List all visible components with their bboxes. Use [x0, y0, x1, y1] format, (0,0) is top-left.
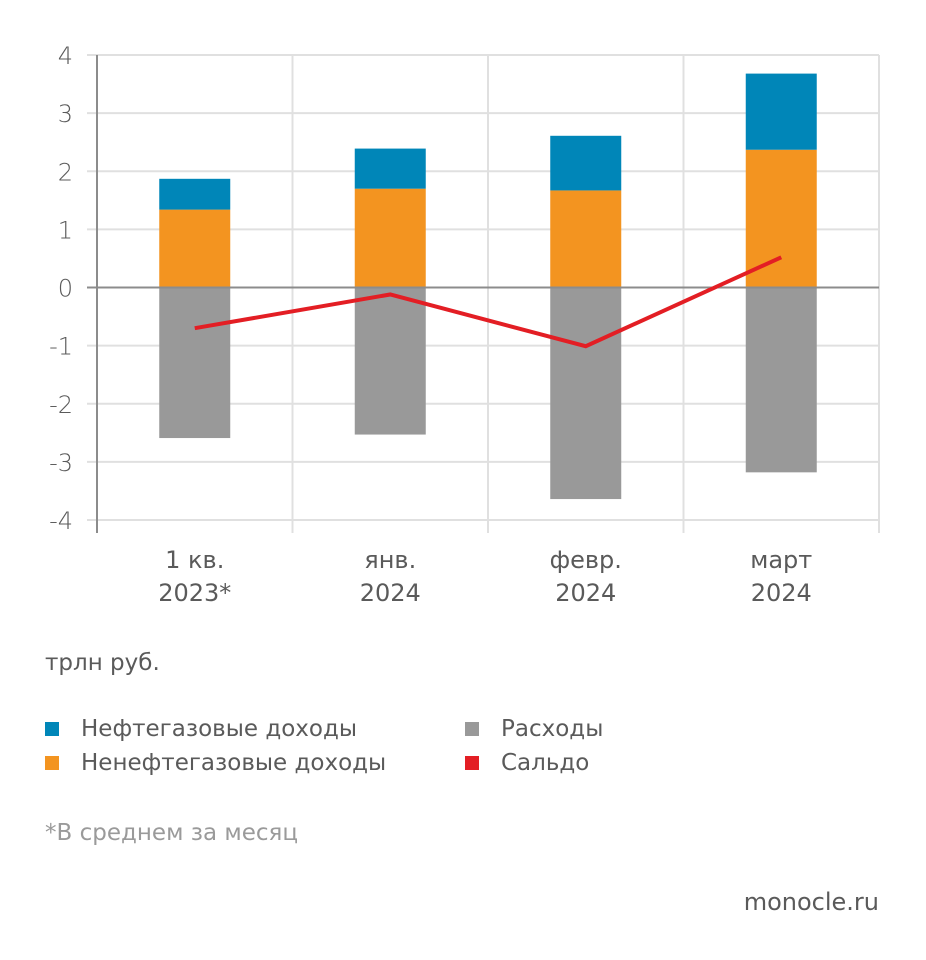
- chart: 4 3 2 1 0 -1 -2 -3 -4 1 кв. 2023* янв. 2024 февр. 202…: [49, 42, 880, 607]
- legend-swatch-non-oil-gas: [45, 756, 59, 770]
- legend-item-balance: Сальдо: [465, 750, 589, 776]
- x-tick-label: 1 кв. 2023*: [158, 546, 231, 607]
- x-tick-label-line: янв.: [364, 546, 416, 574]
- x-tick-label-line: 1 кв.: [165, 546, 224, 574]
- bar-segment: [745, 73, 817, 150]
- legend-item-oil-gas: Нефтегазовые доходы: [45, 716, 357, 742]
- legend-item-expenses: Расходы: [465, 716, 603, 742]
- y-tick-label: -4: [49, 507, 73, 535]
- x-tick-label-line: 2024: [555, 579, 616, 607]
- bar-segment: [354, 287, 426, 435]
- y-tick-label: 0: [58, 275, 73, 303]
- footnote: *В среднем за месяц: [45, 820, 299, 846]
- legend-label: Нефтегазовые доходы: [81, 716, 358, 742]
- legend-label: Ненефтегазовые доходы: [81, 750, 387, 776]
- legend-swatch-expenses: [465, 722, 479, 736]
- x-tick-label-line: 2023*: [158, 579, 231, 607]
- legend-item-non-oil-gas: Ненефтегазовые доходы: [45, 750, 386, 776]
- balance-line-path: [194, 255, 783, 349]
- bar-segment: [159, 178, 231, 210]
- x-tick-label-line: март: [750, 546, 812, 574]
- bar-segment: [159, 209, 231, 288]
- y-tick-label: 4: [58, 42, 73, 70]
- bar-segment: [354, 188, 426, 288]
- bar-segment: [550, 135, 622, 191]
- x-tick-label-line: 2024: [751, 579, 812, 607]
- legend-label: Расходы: [501, 716, 604, 742]
- bar-segment: [159, 287, 231, 439]
- bars: [159, 73, 817, 500]
- y-tick-label: 3: [58, 100, 73, 128]
- y-axis-ticks: 4 3 2 1 0 -1 -2 -3 -4: [49, 42, 73, 535]
- y-tick-label: -1: [49, 333, 73, 361]
- bar-segment: [745, 149, 817, 288]
- x-axis-labels: 1 кв. 2023* янв. 2024 февр. 2024 март 2024: [158, 546, 812, 607]
- x-tick-label: янв. 2024: [360, 546, 421, 607]
- y-tick-label: -2: [49, 391, 73, 419]
- unit-label: трлн руб.: [45, 650, 160, 676]
- brand-link[interactable]: monocle.ru: [743, 888, 879, 916]
- x-tick-label-line: 2024: [360, 579, 421, 607]
- x-tick-label-line: февр.: [550, 546, 622, 574]
- y-tick-label: 1: [58, 216, 73, 244]
- y-tick-label: 2: [58, 158, 73, 186]
- legend-swatch-oil-gas: [45, 722, 59, 736]
- bar-segment: [550, 190, 622, 288]
- x-tick-label: февр. 2024: [550, 546, 622, 607]
- legend-swatch-balance: [465, 756, 479, 770]
- bar-segment: [354, 148, 426, 189]
- legend-label: Сальдо: [501, 750, 590, 776]
- bar-segment: [745, 287, 817, 473]
- y-tick-label: -3: [49, 449, 73, 477]
- bar-segment: [550, 287, 622, 500]
- balance-line: [194, 255, 783, 349]
- x-tick-label: март 2024: [750, 546, 812, 607]
